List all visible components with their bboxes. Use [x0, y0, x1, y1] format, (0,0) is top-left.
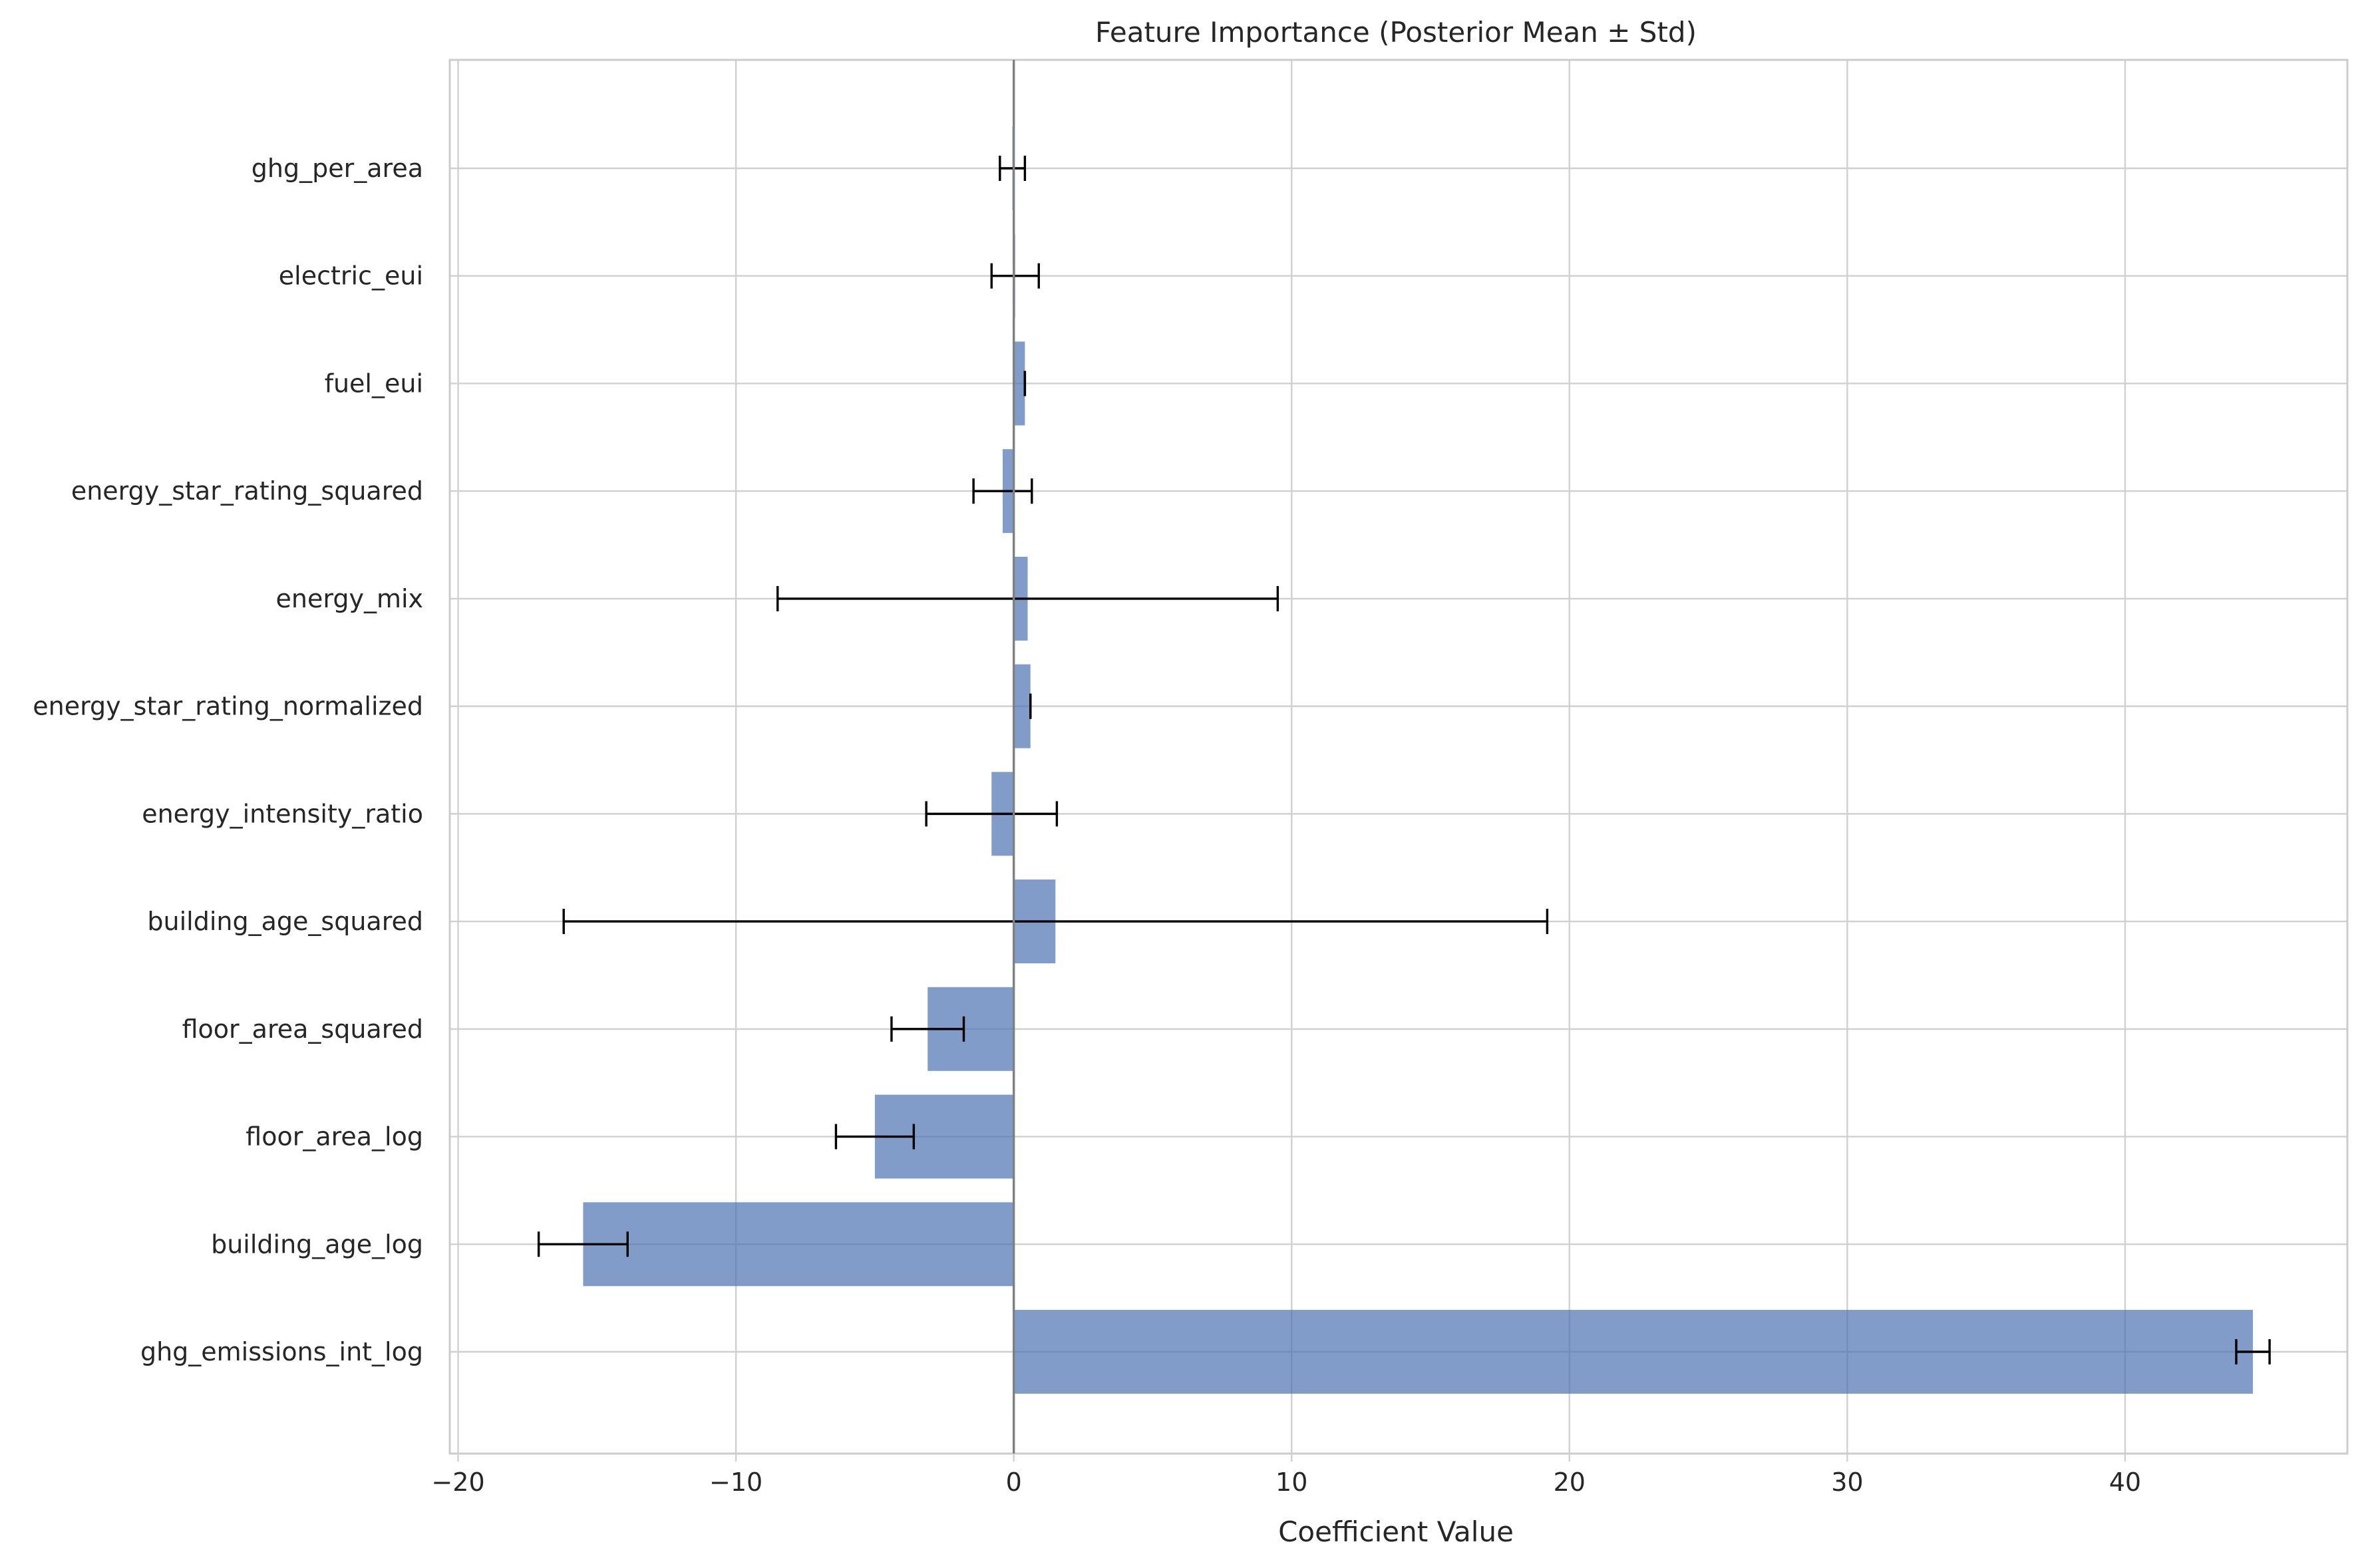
- x-tick-label: 40: [2109, 1468, 2141, 1497]
- x-tick-label: 0: [1006, 1468, 1022, 1497]
- y-tick-label: energy_star_rating_normalized: [33, 692, 423, 721]
- y-tick-label: ghg_per_area: [252, 154, 423, 183]
- y-tick-label: electric_eui: [279, 261, 423, 291]
- bar: [1013, 341, 1025, 426]
- error-bar: [537, 1231, 629, 1257]
- x-tick-label: 30: [1831, 1468, 1863, 1497]
- y-tick-label: building_age_squared: [147, 907, 423, 936]
- error-bar: [999, 156, 1027, 181]
- error-bar: [2235, 1339, 2271, 1364]
- error-bars: [537, 60, 2271, 1454]
- y-tick-label: building_age_log: [211, 1229, 423, 1259]
- bar: [583, 1202, 1014, 1287]
- error-bar: [990, 263, 1040, 289]
- x-tick-label: −10: [709, 1468, 762, 1497]
- y-tick-label: floor_area_squared: [182, 1015, 423, 1044]
- error-bar: [972, 478, 1033, 504]
- chart-title: Feature Importance (Posterior Mean ± Std…: [1095, 16, 1697, 49]
- y-tick-label: ghg_emissions_int_log: [140, 1337, 423, 1366]
- bar: [1013, 1310, 2254, 1394]
- bar: [1013, 664, 1031, 748]
- y-tick-label: energy_mix: [276, 584, 423, 613]
- error-bar: [562, 909, 1549, 935]
- y-tick-label: energy_star_rating_squared: [71, 476, 423, 506]
- x-tick-label: 20: [1554, 1468, 1586, 1497]
- x-axis-title: Coefficient Value: [1278, 1515, 1514, 1548]
- error-bar: [776, 585, 1279, 611]
- bars: [583, 126, 2254, 1394]
- error-bar: [890, 1016, 965, 1042]
- error-bar: [925, 801, 1059, 827]
- y-tick-label: energy_intensity_ratio: [142, 799, 423, 828]
- error-bar: [834, 1124, 916, 1150]
- x-tick-label: −20: [431, 1468, 484, 1497]
- x-tick-label: 10: [1275, 1468, 1307, 1497]
- y-tick-label: floor_area_log: [246, 1122, 423, 1152]
- plot-frame: [448, 59, 2349, 1455]
- tick-labels: −20 −10 0 10 20 30 40 ghg_per_area electric_euif…: [33, 154, 2141, 1497]
- grid-lines: [448, 59, 2349, 1462]
- y-tick-label: fuel_eui: [325, 369, 423, 398]
